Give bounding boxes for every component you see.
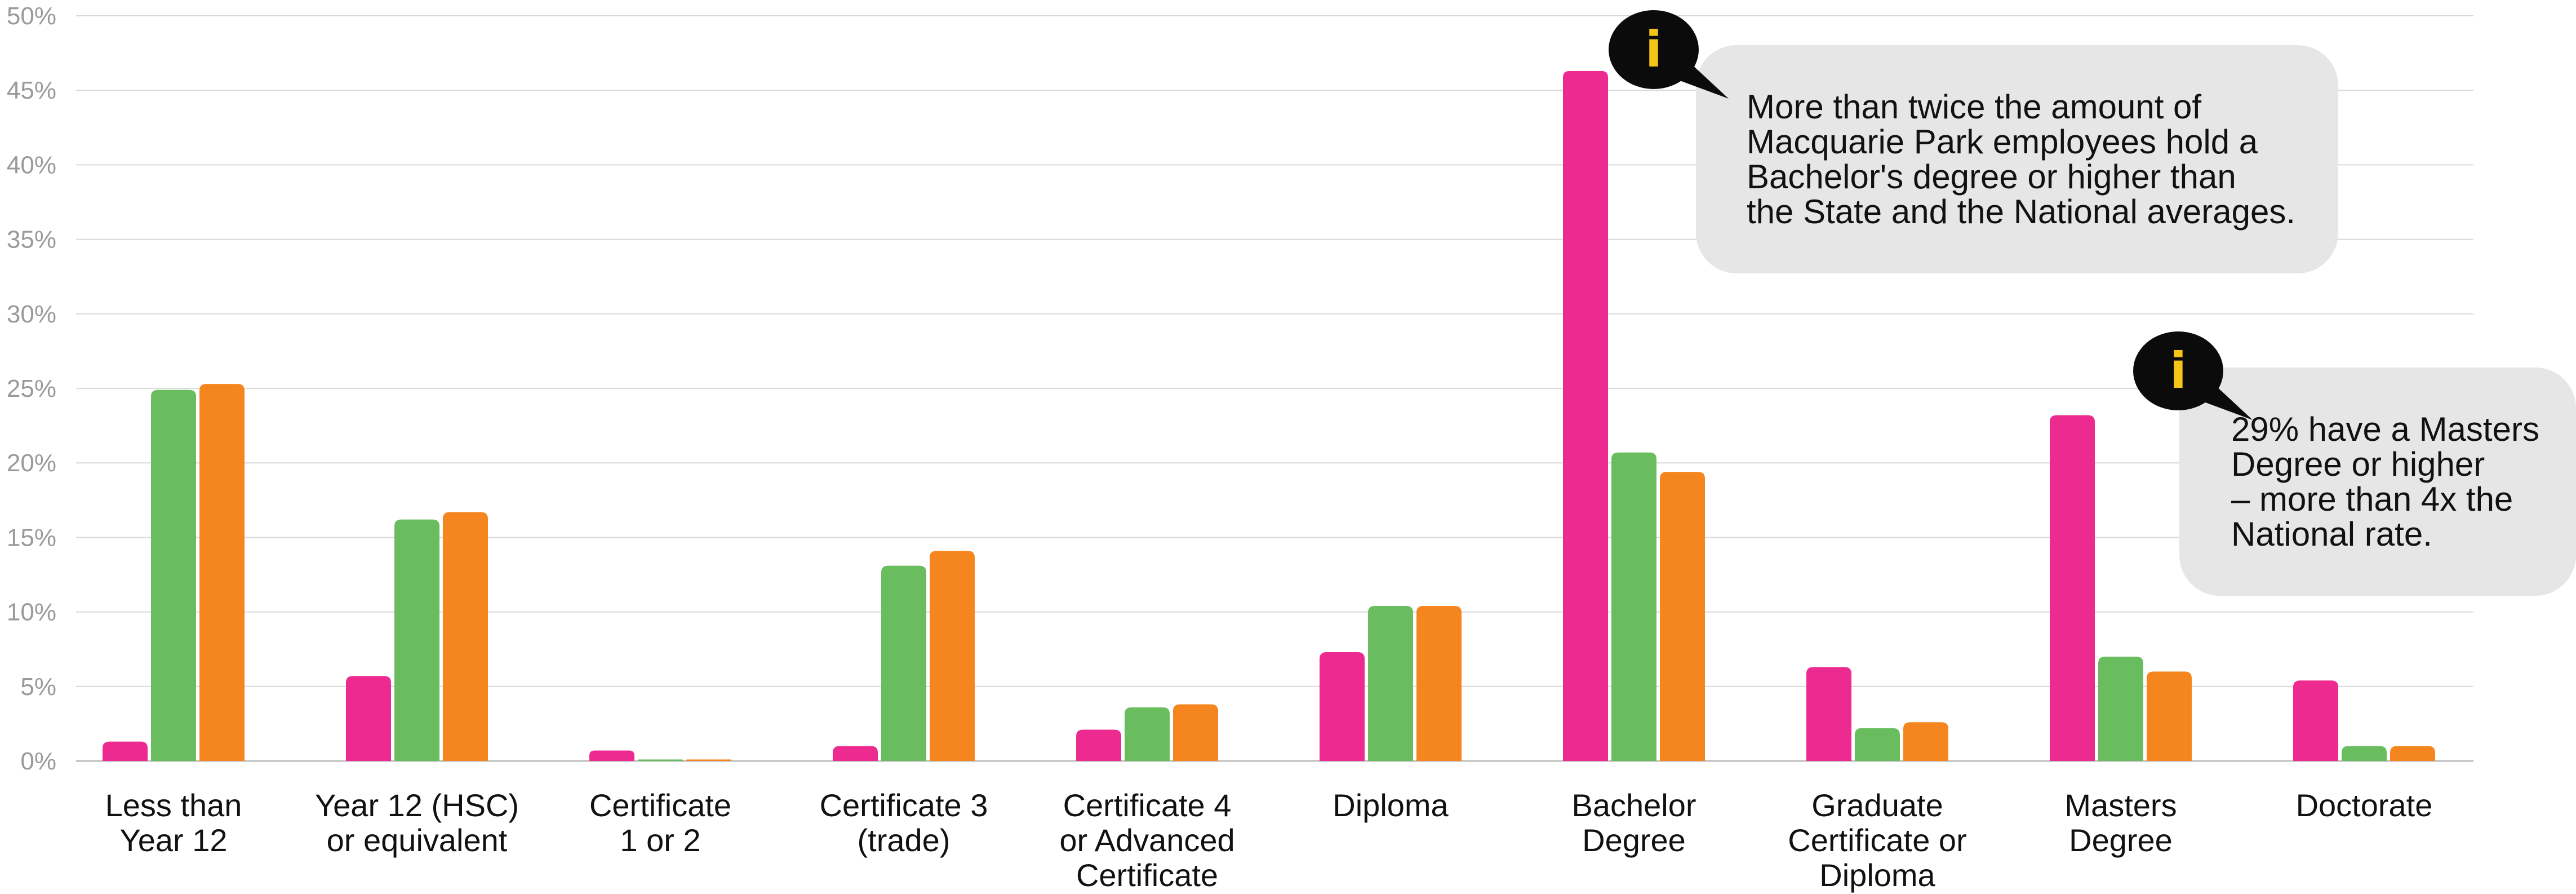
y-tick-label: 30%	[7, 300, 56, 328]
bar	[1076, 729, 1121, 761]
bar	[103, 741, 148, 761]
bars	[103, 70, 2435, 761]
bar	[2098, 656, 2143, 761]
x-category-label: Diploma	[1333, 787, 1449, 823]
bar	[2293, 680, 2338, 761]
svg-text:i: i	[1645, 20, 1662, 78]
info-icon: i	[2133, 331, 2253, 420]
bar	[1611, 452, 1656, 761]
y-tick-label: 15%	[7, 524, 56, 551]
info-icon: i	[1609, 10, 1729, 99]
x-category-label: Certificate 3 (trade)	[820, 787, 988, 858]
x-category-label: Bachelor Degree	[1571, 787, 1696, 858]
bar	[346, 676, 391, 761]
svg-text:i: i	[2170, 342, 2187, 400]
bar	[2342, 746, 2387, 761]
y-tick-label: 50%	[7, 2, 56, 30]
y-tick-label: 5%	[20, 673, 56, 701]
bar	[1368, 606, 1413, 761]
y-tick-label: 20%	[7, 449, 56, 477]
bar	[589, 750, 634, 761]
bar	[1806, 667, 1851, 761]
y-tick-label: 40%	[7, 151, 56, 179]
bar	[199, 384, 245, 761]
x-category-label: Certificate 1 or 2	[589, 787, 731, 858]
svg-text:29% have a Masters Degre: 29% have a Masters Degree or higher – mo…	[2231, 410, 2549, 553]
x-category-label: Graduate Certificate or Diploma	[1788, 787, 1966, 893]
bar	[1320, 652, 1365, 761]
callout-bachelor: More than twice the amount of Macquarie …	[1609, 10, 2338, 273]
bar	[638, 759, 683, 761]
callout-line: – more than 4x the	[2231, 480, 2513, 518]
bar	[151, 390, 196, 761]
bar	[686, 759, 731, 761]
callout-line: More than twice the amount of	[1747, 88, 2201, 126]
x-category-label: Certificate 4 or Advanced Certificate	[1059, 787, 1234, 893]
x-category-label: Masters Degree	[2064, 787, 2177, 858]
svg-text:More than twice the amount of: More than twice the amount of Macquarie …	[1747, 88, 2295, 231]
bar	[1173, 704, 1218, 761]
callout-masters: 29% have a Masters Degree or higher – mo…	[2133, 331, 2576, 596]
x-category-label: Year 12 (HSC) or equivalent	[315, 787, 519, 858]
x-axis-category-labels: Less than Year 12 Year 12 (HSC) or equivale…	[105, 787, 2433, 893]
bar	[394, 519, 439, 761]
y-tick-label: 0%	[20, 747, 56, 775]
bar	[1855, 728, 1900, 761]
bar	[833, 746, 878, 761]
bar	[881, 565, 926, 761]
y-tick-label: 25%	[7, 375, 56, 402]
bar	[1903, 722, 1948, 761]
bar	[2147, 671, 2192, 761]
y-axis-tick-labels: 0% 5% 10% 15% 20% 25% 30% 35% 40% 45% 50%	[7, 2, 56, 775]
y-tick-label: 35%	[7, 226, 56, 254]
callout-line: 29% have a Masters	[2231, 410, 2539, 448]
x-category-label: Doctorate	[2296, 787, 2433, 823]
callout-line: Bachelor's degree or higher than	[1747, 158, 2236, 196]
callout-box	[2179, 368, 2576, 596]
callout-line: Macquarie Park employees hold a	[1747, 123, 2258, 161]
bar	[2390, 746, 2435, 761]
callout-line: the State and the National averages.	[1747, 193, 2295, 231]
bar	[1563, 70, 1608, 761]
bar	[1416, 606, 1462, 761]
bar	[930, 551, 975, 761]
bar	[1660, 472, 1705, 761]
bar	[443, 512, 488, 761]
callout-box	[1696, 45, 2338, 273]
bar	[1125, 707, 1170, 761]
x-category-label: Less than Year 12	[105, 787, 242, 858]
y-tick-label: 45%	[7, 77, 56, 104]
callout-line: National rate.	[2231, 515, 2432, 553]
callout-line: Degree or higher	[2231, 445, 2485, 483]
y-tick-label: 10%	[7, 599, 56, 626]
bar	[2050, 415, 2095, 761]
